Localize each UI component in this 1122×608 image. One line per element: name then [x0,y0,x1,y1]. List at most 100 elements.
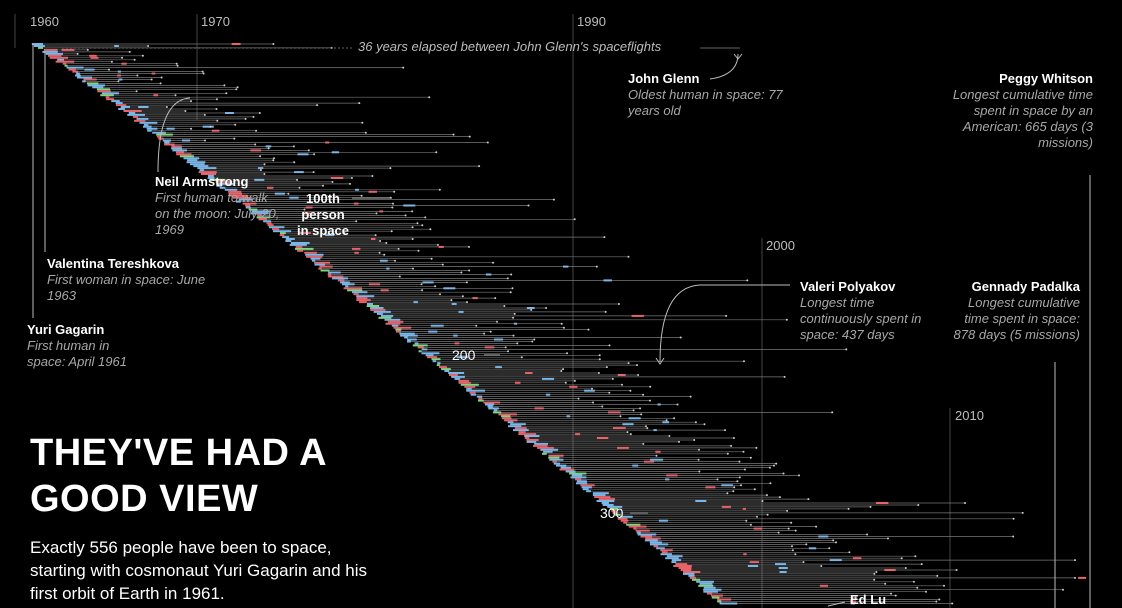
person-end-dot [475,324,478,327]
person-end-dot [597,372,600,374]
flight-segment [325,141,330,144]
person-end-dot [756,515,758,518]
person-end-dot [794,553,797,556]
flight-segment [355,188,359,191]
flight-segment [186,161,206,164]
person-end-dot [1074,576,1076,579]
flight-segment [182,139,190,142]
flight-segment [626,523,641,526]
person-end-dot [743,468,746,471]
person-end-dot [640,413,643,416]
person-end-dot [258,112,261,114]
flight-segment [106,98,115,101]
flight-segment [121,62,127,65]
flight-segment [649,541,662,544]
person-end-dot [1021,511,1024,514]
flight-segment [698,584,714,587]
flight-segment [876,502,889,504]
flight-segment [297,153,309,156]
person-end-dot [887,537,889,540]
flight-segment [469,391,476,394]
flight-segment [719,602,738,605]
flight-segment [387,320,404,323]
flight-segment [96,88,111,91]
flight-segment [689,576,697,579]
person-end-dot [430,257,433,260]
flight-segment [90,56,99,59]
flight-segment [671,559,682,562]
flight-segment [808,547,817,550]
flight-segment [164,141,170,144]
person-end-dot [150,78,153,81]
flight-segment [611,509,617,512]
flight-segment [705,486,716,489]
flight-segment [507,421,514,424]
flight-segment [472,297,478,300]
flight-segment [495,366,502,369]
flight-segment [353,293,359,296]
flight-segment [601,502,609,504]
flight-segment [33,45,45,47]
annotation-polyakov-name: Valeri Polyakov [800,279,896,294]
person-end-dot [461,295,464,298]
flight-segment [407,338,417,341]
flight-segment [236,200,241,203]
flight-segment [451,375,465,378]
annotation-gagarin-name: Yuri Gagarin [27,322,105,337]
flight-segment [356,295,375,298]
flight-segment [143,123,149,126]
flight-segment [775,563,786,566]
person-end-dot [733,486,736,489]
person-end-dot [174,94,177,97]
person-end-dot [608,391,611,394]
flight-segment [526,440,537,443]
person-end-dot [828,547,831,550]
flight-segment [217,182,234,185]
flight-segment [650,458,664,461]
flight-segment [199,169,205,172]
flight-segment [75,74,81,77]
flight-segment [451,303,457,305]
flight-segment [596,500,615,502]
flight-segment [105,96,110,99]
flight-segment [514,381,521,384]
flight-segment [476,395,483,398]
person-end-dot [121,56,124,59]
flight-segment [136,117,149,120]
person-end-dot [619,415,622,418]
person-end-dot [379,240,382,242]
person-end-dot [1012,517,1015,520]
person-end-dot [420,283,423,286]
person-end-dot [845,348,848,351]
flight-segment [305,253,324,256]
person-end-dot [595,265,598,268]
flight-segment [422,281,434,284]
person-end-dot [955,569,958,571]
flight-segment [208,175,214,177]
person-end-dot [743,360,745,363]
flight-segment [484,403,495,406]
person-end-dot [562,368,565,371]
person-end-dot [160,76,163,79]
person-end-dot [225,92,228,95]
glenn-arrowhead [733,53,743,60]
person-end-dot [201,70,204,73]
person-end-dot [478,165,481,168]
flight-segment [343,287,362,290]
person-end-dot [676,403,679,406]
person-end-dot [900,557,903,560]
flight-segment [501,417,512,420]
flight-segment [717,600,722,603]
flight-segment [635,529,650,532]
flight-segment [818,535,829,538]
year-label-1960: 1960 [30,14,59,29]
person-end-dot [378,251,381,254]
flight-segment [563,265,569,268]
person-end-dot [358,102,361,105]
person-end-dot [738,476,741,479]
person-end-dot [371,175,374,177]
person-end-dot [520,356,523,359]
flight-segment [156,133,173,136]
flight-segment [665,478,670,481]
flight-segment [118,78,123,81]
